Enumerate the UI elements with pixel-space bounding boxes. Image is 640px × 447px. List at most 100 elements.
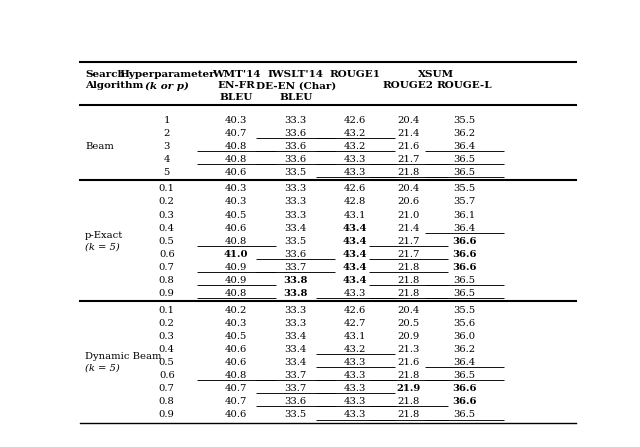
Text: 36.2: 36.2 xyxy=(453,129,476,138)
Text: IWSLT'14: IWSLT'14 xyxy=(268,71,324,80)
Text: 3: 3 xyxy=(164,142,170,151)
Text: (k = 5): (k = 5) xyxy=(85,242,120,251)
Text: 40.2: 40.2 xyxy=(225,306,248,315)
Text: DE-EN (Char): DE-EN (Char) xyxy=(255,81,336,90)
Text: 33.3: 33.3 xyxy=(285,319,307,328)
Text: 33.4: 33.4 xyxy=(285,358,307,367)
Text: (k = 5): (k = 5) xyxy=(85,363,120,372)
Text: 21.6: 21.6 xyxy=(397,358,419,367)
Text: 0.6: 0.6 xyxy=(159,250,175,259)
Text: 21.7: 21.7 xyxy=(397,237,420,246)
Text: 35.5: 35.5 xyxy=(453,116,476,125)
Text: 40.5: 40.5 xyxy=(225,211,248,219)
Text: 0.9: 0.9 xyxy=(159,410,175,419)
Text: 43.3: 43.3 xyxy=(344,155,367,164)
Text: 43.2: 43.2 xyxy=(344,345,367,354)
Text: Dynamic Beam: Dynamic Beam xyxy=(85,352,161,361)
Text: 21.6: 21.6 xyxy=(397,142,419,151)
Text: p-Exact: p-Exact xyxy=(85,231,124,240)
Text: 0.1: 0.1 xyxy=(159,185,175,194)
Text: 21.4: 21.4 xyxy=(397,224,420,232)
Text: 33.7: 33.7 xyxy=(285,384,307,393)
Text: 33.6: 33.6 xyxy=(285,250,307,259)
Text: 42.6: 42.6 xyxy=(344,306,367,315)
Text: 20.9: 20.9 xyxy=(397,332,419,341)
Text: 21.0: 21.0 xyxy=(397,211,420,219)
Text: 0.9: 0.9 xyxy=(159,289,175,298)
Text: 40.3: 40.3 xyxy=(225,116,248,125)
Text: 40.8: 40.8 xyxy=(225,371,248,380)
Text: 21.8: 21.8 xyxy=(397,276,420,285)
Text: 20.5: 20.5 xyxy=(397,319,419,328)
Text: 1: 1 xyxy=(164,116,170,125)
Text: 0.3: 0.3 xyxy=(159,211,175,219)
Text: 21.8: 21.8 xyxy=(397,410,420,419)
Text: 35.5: 35.5 xyxy=(453,306,476,315)
Text: 43.3: 43.3 xyxy=(344,371,367,380)
Text: 0.4: 0.4 xyxy=(159,345,175,354)
Text: 36.5: 36.5 xyxy=(453,289,476,298)
Text: 43.4: 43.4 xyxy=(343,250,367,259)
Text: 43.4: 43.4 xyxy=(343,237,367,246)
Text: 36.5: 36.5 xyxy=(453,371,476,380)
Text: 20.4: 20.4 xyxy=(397,116,420,125)
Text: 5: 5 xyxy=(164,168,170,177)
Text: 36.5: 36.5 xyxy=(453,168,476,177)
Text: 36.4: 36.4 xyxy=(453,224,476,232)
Text: 21.4: 21.4 xyxy=(397,129,420,138)
Text: 43.3: 43.3 xyxy=(344,410,367,419)
Text: 0.2: 0.2 xyxy=(159,319,175,328)
Text: 40.9: 40.9 xyxy=(225,276,248,285)
Text: 40.9: 40.9 xyxy=(225,263,248,272)
Text: 21.8: 21.8 xyxy=(397,397,420,406)
Text: 40.7: 40.7 xyxy=(225,129,248,138)
Text: 40.3: 40.3 xyxy=(225,185,248,194)
Text: 43.4: 43.4 xyxy=(343,276,367,285)
Text: 40.8: 40.8 xyxy=(225,237,248,246)
Text: 36.6: 36.6 xyxy=(452,384,477,393)
Text: 36.5: 36.5 xyxy=(453,410,476,419)
Text: 21.7: 21.7 xyxy=(397,250,420,259)
Text: 36.6: 36.6 xyxy=(452,397,477,406)
Text: 40.7: 40.7 xyxy=(225,384,248,393)
Text: 36.1: 36.1 xyxy=(453,211,476,219)
Text: 21.8: 21.8 xyxy=(397,168,420,177)
Text: 40.6: 40.6 xyxy=(225,224,248,232)
Text: 0.5: 0.5 xyxy=(159,237,175,246)
Text: 43.3: 43.3 xyxy=(344,358,367,367)
Text: 20.4: 20.4 xyxy=(397,185,420,194)
Text: 42.8: 42.8 xyxy=(344,198,367,207)
Text: 33.3: 33.3 xyxy=(285,198,307,207)
Text: 20.6: 20.6 xyxy=(397,198,419,207)
Text: 42.6: 42.6 xyxy=(344,116,367,125)
Text: 35.6: 35.6 xyxy=(453,319,476,328)
Text: Search: Search xyxy=(85,71,125,80)
Text: 42.6: 42.6 xyxy=(344,185,367,194)
Text: ROUGE1: ROUGE1 xyxy=(330,71,381,80)
Text: 40.6: 40.6 xyxy=(225,358,248,367)
Text: 0.3: 0.3 xyxy=(159,332,175,341)
Text: 36.5: 36.5 xyxy=(453,155,476,164)
Text: 43.3: 43.3 xyxy=(344,289,367,298)
Text: 33.3: 33.3 xyxy=(285,116,307,125)
Text: 36.6: 36.6 xyxy=(452,250,477,259)
Text: 33.3: 33.3 xyxy=(285,211,307,219)
Text: Algorithm: Algorithm xyxy=(85,81,143,90)
Text: 33.6: 33.6 xyxy=(285,142,307,151)
Text: 40.6: 40.6 xyxy=(225,345,248,354)
Text: Hyperparameter: Hyperparameter xyxy=(119,71,214,80)
Text: 0.8: 0.8 xyxy=(159,397,175,406)
Text: 33.8: 33.8 xyxy=(284,289,308,298)
Text: 40.3: 40.3 xyxy=(225,198,248,207)
Text: EN-FR: EN-FR xyxy=(218,81,255,90)
Text: 21.7: 21.7 xyxy=(397,155,420,164)
Text: (k or p): (k or p) xyxy=(145,81,189,91)
Text: 21.8: 21.8 xyxy=(397,289,420,298)
Text: 35.5: 35.5 xyxy=(453,185,476,194)
Text: 40.6: 40.6 xyxy=(225,410,248,419)
Text: 21.8: 21.8 xyxy=(397,263,420,272)
Text: 33.6: 33.6 xyxy=(285,155,307,164)
Text: 40.6: 40.6 xyxy=(225,168,248,177)
Text: 40.8: 40.8 xyxy=(225,142,248,151)
Text: 33.6: 33.6 xyxy=(285,397,307,406)
